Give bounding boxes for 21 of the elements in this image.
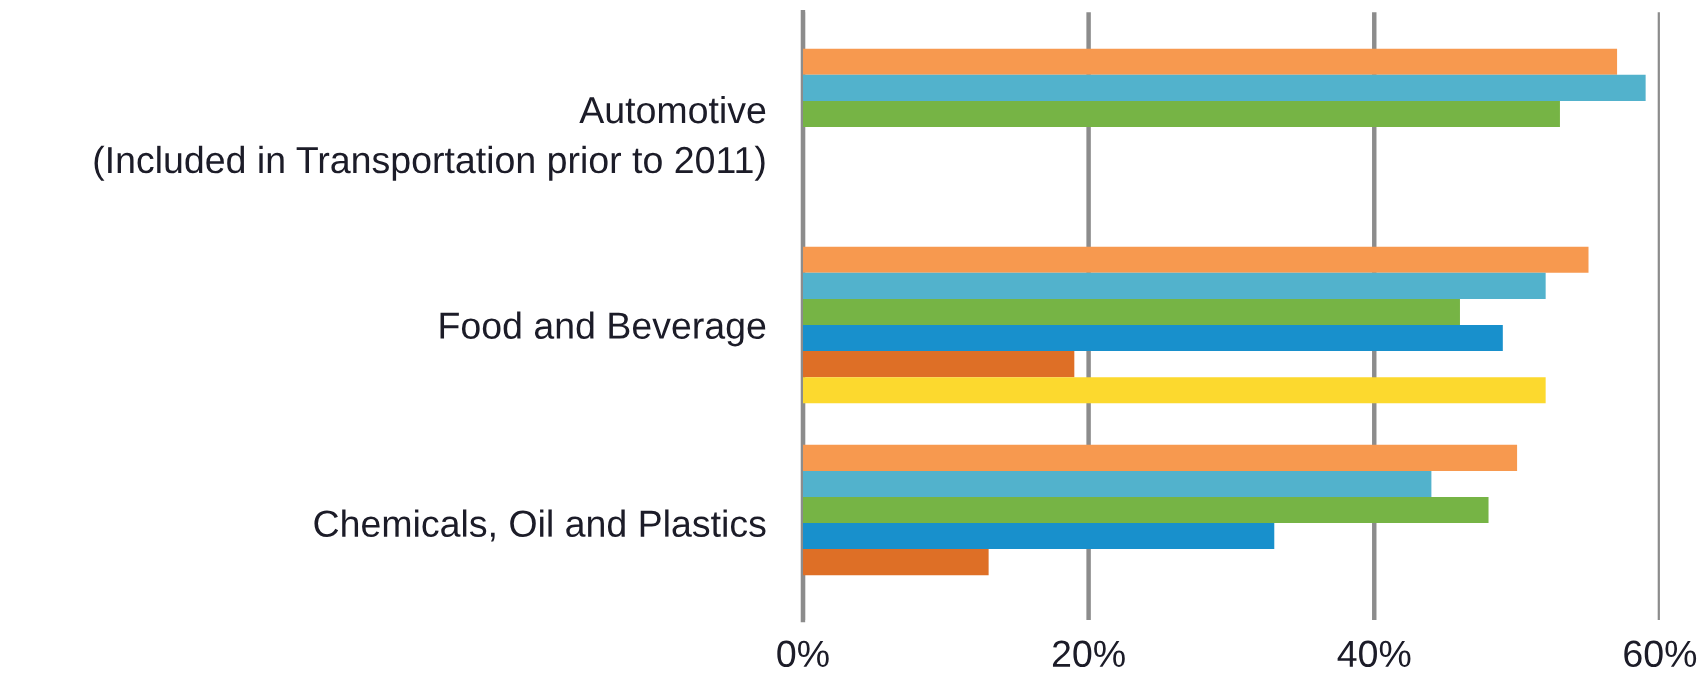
bar — [802, 351, 1075, 378]
bar — [802, 246, 1589, 273]
y-tick-label: Chemicals, Oil and Plastics — [314, 509, 766, 542]
bar — [802, 325, 1503, 352]
bar — [802, 74, 1646, 101]
bar — [802, 298, 1460, 326]
bar — [802, 377, 1546, 404]
x-tick-label: 40% — [1337, 640, 1411, 668]
y-tick-label: Automotive (Included in Transportation prior to 2011) — [94, 95, 766, 181]
bar — [802, 272, 1546, 299]
bar — [802, 496, 1489, 524]
bar — [802, 100, 1560, 127]
x-tick-label: 0% — [777, 640, 829, 668]
bar — [802, 444, 1518, 471]
bar — [802, 523, 1275, 550]
bar — [802, 48, 1618, 75]
x-tick-label: 20% — [1052, 640, 1125, 668]
bar — [802, 470, 1432, 497]
bar — [802, 549, 989, 576]
y-tick-label: Food and Beverage — [440, 311, 766, 347]
x-tick-label: 60% — [1624, 640, 1697, 668]
